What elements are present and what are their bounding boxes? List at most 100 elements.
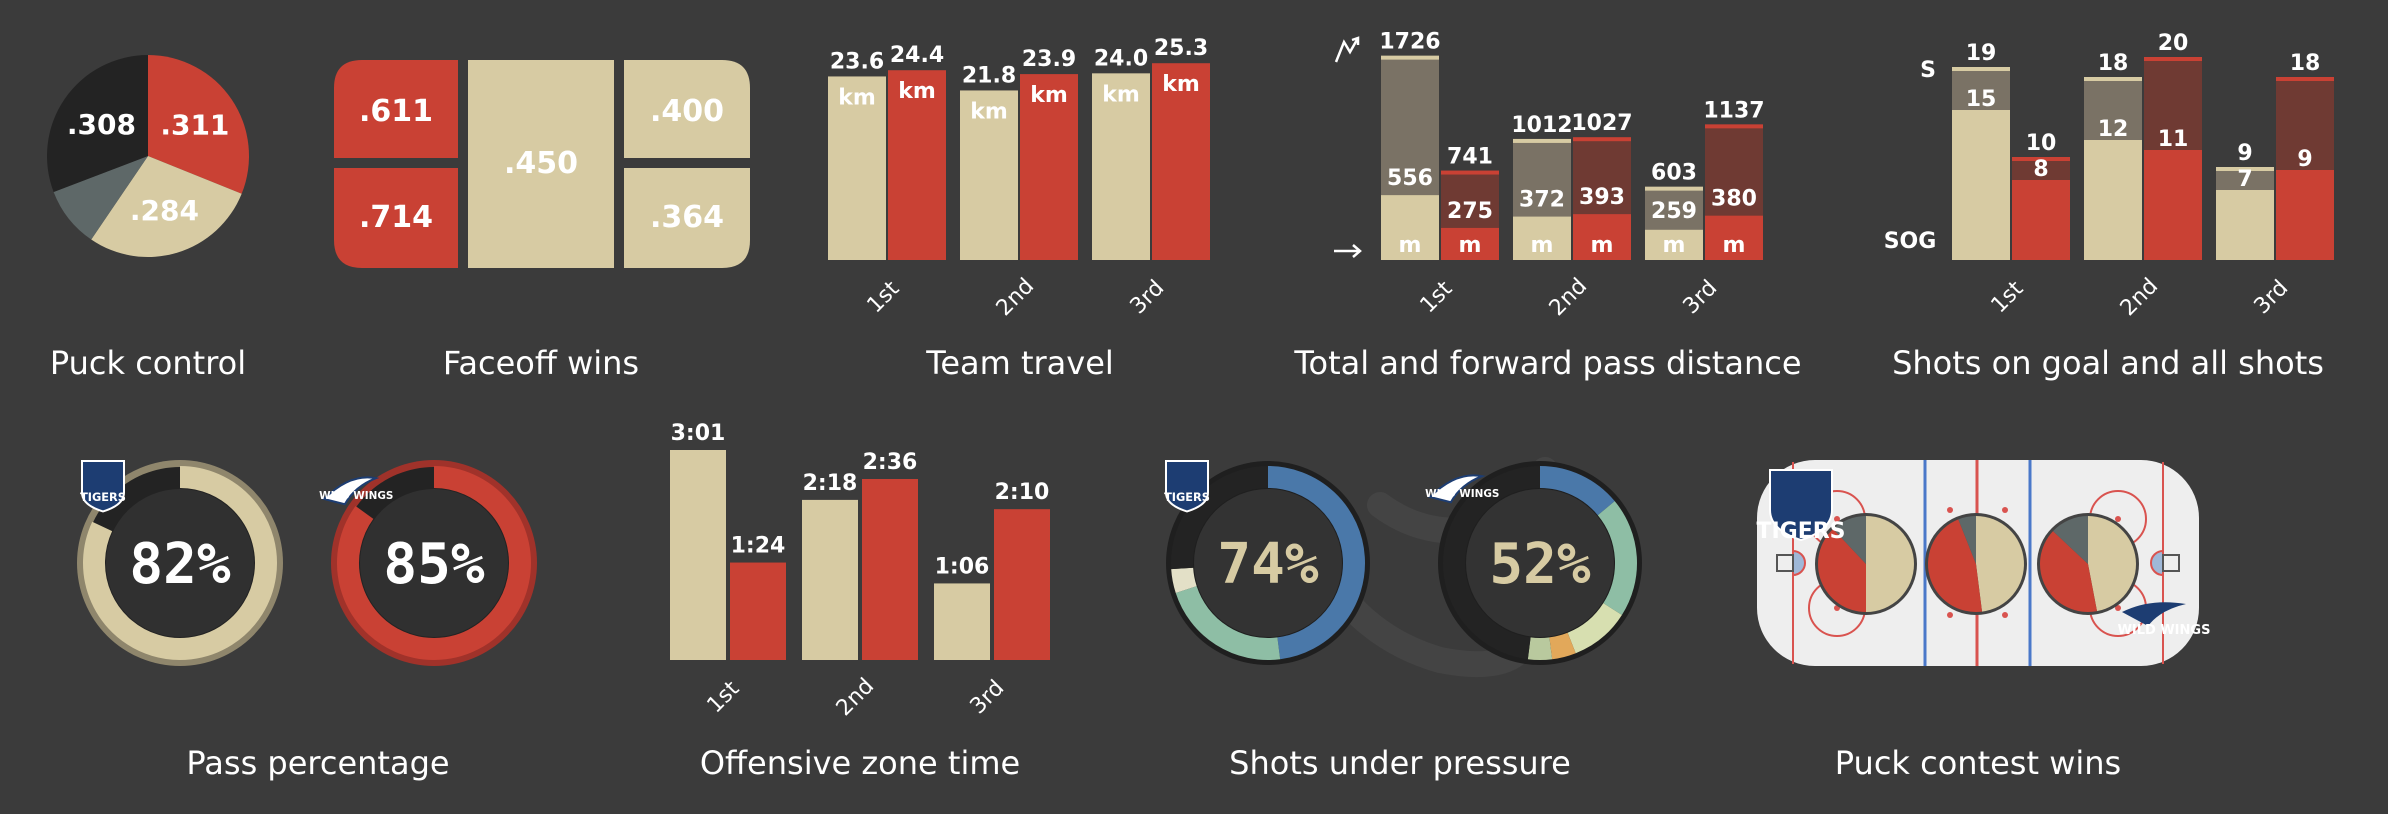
puck-control-slice-label-4: .308: [67, 108, 136, 141]
contest-pie-1-tigers: [1866, 516, 1914, 612]
team-travel-value-2nd-wildwings: 23.9: [1022, 47, 1076, 72]
offensive-zone-bar-3rd-wildwings: [994, 509, 1050, 660]
pass-total-value-3rd-wildwings: 1137: [1703, 98, 1764, 123]
right-arrow-icon: [1334, 244, 1362, 258]
shots-sog-value-1st-wildwings: 8: [2033, 157, 2048, 182]
pass-distance-title: Total and forward pass distance: [1293, 344, 1801, 382]
team-travel-value-1st-wildwings: 24.4: [890, 43, 944, 68]
faceoff-cell-4: [624, 60, 750, 158]
puck-control-pie: [47, 55, 250, 257]
faceoff-wins-chart: .611 .714 .450 .400 .364 Faceoff wins: [334, 60, 750, 382]
puck-contest-title: Puck contest wins: [1835, 744, 2121, 782]
pressure-hole-tigers: [1194, 489, 1342, 637]
team-travel-bar-1st-tigers: [828, 76, 886, 260]
faceoff-cell-5: [624, 168, 750, 268]
shots-all-value-3rd-wildwings: 18: [2290, 51, 2321, 76]
offensive-zone-value-2nd-wildwings: 2:36: [863, 450, 918, 475]
faceoff-wins-title: Faceoff wins: [443, 344, 639, 382]
tigers-logo: TIGERS: [1756, 469, 1846, 544]
team-travel-bar-3rd-tigers: [1092, 73, 1150, 260]
tigers-logo-shield: [1165, 460, 1209, 513]
pass-forward-bar-1st-wildwings: [1441, 227, 1499, 260]
wildwings-logo-text: WILD WINGS: [319, 490, 393, 502]
pass-total-value-1st-tigers: 1726: [1379, 30, 1440, 55]
shots-sog-bar-1st-tigers: [1952, 110, 2010, 260]
team-travel-value-2nd-tigers: 21.8: [962, 63, 1016, 88]
offensive-zone-value-3rd-tigers: 1:06: [935, 554, 990, 579]
faceoff-cell-2: [334, 168, 458, 268]
pressure-segment-wildwings-2: [1597, 501, 1637, 615]
pressure-segment-wildwings-5: [1527, 637, 1553, 660]
shots-all-value-3rd-tigers: 9: [2237, 141, 2252, 166]
shots-all-value-1st-tigers: 19: [1966, 41, 1997, 66]
shots-title: Shots on goal and all shots: [1892, 344, 2324, 382]
faceoff-value-3: .450: [504, 146, 578, 181]
team-travel-unit-1st-tigers: km: [838, 85, 876, 110]
puck-control-slice-label-2: .284: [130, 194, 199, 227]
pass-total-value-3rd-tigers: 603: [1651, 161, 1697, 186]
faceoff-cell-3: [468, 60, 614, 268]
puck-contest-logo-tigers-text: TIGERS: [1756, 519, 1845, 544]
pass-unit-2nd-tigers: m: [1531, 233, 1554, 258]
shots-all-cap-3rd-tigers: [2216, 167, 2274, 171]
pass-pct-hole-tigers: [106, 489, 254, 637]
wildwings-logo: WILD WINGS: [2118, 602, 2211, 638]
offensive-zone-bar-2nd-wildwings: [862, 479, 918, 660]
pressure-segment-wildwings-6: [1443, 466, 1541, 660]
puck-control-slice-4: [47, 55, 148, 192]
team-travel-unit-2nd-wildwings: km: [1030, 83, 1068, 108]
pass-unit-3rd-tigers: m: [1663, 233, 1686, 258]
faceoff-cell-1: [334, 60, 458, 158]
pressure-segment-wildwings-1: [1539, 466, 1615, 516]
puck-control-slice-3: [53, 156, 148, 240]
pass-total-cap-1st-wildwings: [1441, 170, 1499, 175]
pass-forward-bar-2nd-tigers: [1513, 216, 1571, 260]
offensive-zone-value-3rd-wildwings: 2:10: [995, 480, 1050, 505]
pass-forward-bar-3rd-wildwings: [1705, 215, 1763, 260]
faceoff-value-4: .400: [650, 94, 724, 129]
pass-total-cap-2nd-tigers: [1513, 138, 1571, 143]
puck-control-chart: .311 .284 .308 Puck control: [47, 55, 250, 382]
pass-unit-1st-wildwings: m: [1459, 233, 1482, 258]
tigers-logo-text: TIGERS: [1164, 490, 1210, 504]
pressure-segment-tigers-1: [1267, 466, 1365, 660]
pressure-value-tigers: 74%: [1217, 532, 1318, 597]
pass-percentage-title: Pass percentage: [186, 744, 449, 782]
contest-pie-2-wildwings: [1928, 519, 1983, 612]
pass-pct-arc-wildwings: [337, 466, 531, 660]
team-travel-title: Team travel: [925, 344, 1114, 382]
shots-all-value-1st-wildwings: 10: [2026, 131, 2057, 156]
pass-total-value-2nd-tigers: 1012: [1511, 113, 1572, 138]
pass-total-cap-3rd-wildwings: [1705, 124, 1763, 129]
offensive-zone-value-1st-tigers: 3:01: [671, 421, 726, 446]
tigers-logo-badge: TIGERS: [80, 460, 126, 513]
pass-total-cap-3rd-tigers: [1645, 186, 1703, 191]
pass-forward-bar-2nd-wildwings: [1573, 214, 1631, 260]
team-travel-unit-3rd-tigers: km: [1102, 82, 1140, 107]
shots-sog-value-2nd-wildwings: 11: [2158, 127, 2189, 152]
faceoff-value-5: .364: [650, 200, 724, 235]
team-travel-unit-1st-wildwings: km: [898, 79, 936, 104]
shots-sog-bar-3rd-wildwings: [2276, 170, 2334, 260]
puck-contest-chart: TIGERS WILD WINGS Puck contest wins: [1756, 460, 2210, 782]
pass-forward-value-1st-wildwings: 275: [1447, 199, 1493, 224]
shots-all-value-2nd-tigers: 18: [2098, 51, 2129, 76]
puck-control-slice-1: [148, 55, 250, 194]
pass-forward-bar-3rd-tigers: [1645, 229, 1703, 260]
pass-total-value-2nd-wildwings: 1027: [1571, 111, 1632, 136]
pass-total-cap-1st-tigers: [1381, 55, 1439, 60]
puck-contest-logo-wings-text: WILD WINGS: [2118, 623, 2211, 638]
shots-all-cap-2nd-tigers: [2084, 77, 2142, 81]
contest-pie-3-tigers: [2088, 516, 2137, 612]
shots-sog-value-2nd-tigers: 12: [2098, 117, 2129, 142]
team-travel-bar-3rd-wildwings: [1152, 63, 1210, 260]
shots-sog-bar-2nd-wildwings: [2144, 150, 2202, 260]
offensive-zone-value-2nd-tigers: 2:18: [803, 471, 858, 496]
offensive-zone-value-1st-wildwings: 1:24: [731, 534, 786, 559]
puck-contest-pies: [1815, 513, 2139, 615]
zigzag-arrow-icon: [1334, 36, 1360, 63]
team-travel-value-3rd-wildwings: 25.3: [1154, 36, 1208, 61]
